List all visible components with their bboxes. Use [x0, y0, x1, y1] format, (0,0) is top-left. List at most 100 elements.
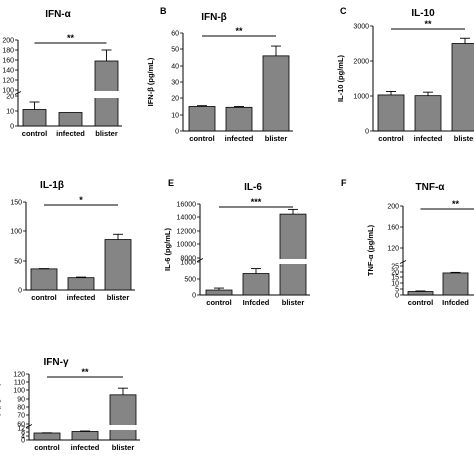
- axis-break-mark: [399, 260, 407, 264]
- bar: [279, 213, 307, 296]
- significance-label: **: [452, 199, 460, 209]
- y-tick-label: 0: [18, 288, 22, 295]
- chart-title: TNF-α: [416, 182, 446, 193]
- y-tick-label: 160: [2, 58, 14, 65]
- x-tick-label: blister: [282, 298, 305, 307]
- bar: [242, 273, 270, 296]
- x-tick-label: blister: [265, 134, 288, 143]
- y-tick-label: 120: [387, 246, 399, 253]
- significance-label: **: [235, 26, 243, 36]
- bar-break-band: [94, 91, 119, 98]
- panel-label: E: [168, 178, 174, 188]
- y-tick-label: 90: [17, 397, 25, 404]
- y-tick-label: 100: [13, 388, 25, 395]
- y-tick-label: 0: [192, 293, 196, 300]
- y-tick-label: 4: [21, 434, 25, 441]
- x-tick-label: blister: [95, 129, 118, 138]
- y-tick-label: 3000: [353, 24, 369, 31]
- chart-panel-3: C IL-10 IL-10 (pg/mL) 0 1000 2000 3000 control i…: [336, 6, 474, 143]
- x-tick-label: blister: [107, 293, 130, 302]
- axis-break-mark: [14, 91, 22, 95]
- x-tick-label: infected: [56, 129, 85, 138]
- y-tick-label: 20: [391, 270, 399, 277]
- y-axis-label: IFN-γ (pg/mL): [0, 382, 1, 431]
- bar: [377, 94, 405, 132]
- y-tick-label: 10: [171, 113, 179, 120]
- y-tick-label: 25: [391, 264, 399, 271]
- y-tick-label: 200: [2, 38, 14, 45]
- y-tick-label: 16000: [177, 202, 197, 209]
- y-tick-label: 30: [171, 80, 179, 87]
- x-tick-label: Infcded: [442, 298, 469, 307]
- y-tick-label: 1000: [180, 260, 196, 267]
- y-tick-label: 12000: [177, 229, 197, 236]
- y-tick-label: 40: [171, 64, 179, 71]
- x-tick-label: infected: [71, 443, 100, 452]
- panel-label: B: [160, 6, 167, 16]
- chart-title: IFN-α: [45, 9, 71, 20]
- bar: [22, 109, 47, 127]
- y-tick-label: 140: [2, 68, 14, 75]
- bar: [109, 394, 137, 441]
- y-tick-label: 10: [391, 281, 399, 288]
- significance-label: ***: [251, 197, 262, 207]
- y-tick-label: 100: [2, 88, 14, 95]
- y-tick-label: 100: [10, 229, 22, 236]
- bar: [104, 239, 132, 291]
- y-tick-label: 20: [6, 94, 14, 101]
- y-tick-label: 0: [365, 129, 369, 136]
- y-tick-label: 15: [391, 275, 399, 282]
- y-tick-label: 14000: [177, 215, 197, 222]
- x-tick-label: control: [206, 298, 231, 307]
- y-tick-label: 80: [17, 405, 25, 412]
- y-axis-label: IFN-β (pg/mL): [146, 57, 155, 106]
- chart-title: IL-6: [244, 182, 262, 193]
- y-tick-label: 60: [17, 422, 25, 429]
- y-tick-label: 0: [10, 124, 14, 131]
- x-tick-label: control: [408, 298, 433, 307]
- y-tick-label: 10: [6, 109, 14, 116]
- y-tick-label: 8000: [180, 256, 196, 263]
- bar: [30, 268, 58, 291]
- x-tick-label: infected: [67, 293, 96, 302]
- bar-break-band: [279, 259, 307, 264]
- bar: [71, 431, 99, 441]
- panel-label: F: [341, 178, 347, 188]
- x-tick-label: infected: [414, 134, 443, 143]
- y-tick-label: 10000: [177, 242, 197, 249]
- y-tick-label: 160: [387, 225, 399, 232]
- chart-panel-4: IL-1βIL-1β (pg/mL)050100150controlinfect…: [10, 180, 135, 302]
- significance-label: **: [67, 33, 75, 43]
- y-tick-label: 2000: [353, 59, 369, 66]
- chart-title: IFN-γ: [44, 357, 69, 368]
- significance-label: *: [79, 195, 83, 205]
- y-tick-label: 70: [17, 413, 25, 420]
- y-tick-label: 200: [387, 204, 399, 211]
- bar: [225, 106, 253, 132]
- y-tick-label: 50: [171, 47, 179, 54]
- y-tick-label: 0: [175, 129, 179, 136]
- bar-break-band: [109, 425, 137, 430]
- y-tick-label: 8: [21, 430, 25, 437]
- x-tick-label: blister: [454, 134, 474, 143]
- y-tick-label: 110: [14, 380, 25, 387]
- bar: [67, 277, 95, 291]
- y-tick-label: 120: [13, 372, 25, 379]
- y-axis-label: IL-10 (pg/mL): [336, 54, 345, 102]
- axis-break-mark: [196, 258, 204, 262]
- bar: [414, 95, 442, 132]
- bar: [407, 291, 434, 296]
- x-tick-label: control: [189, 134, 214, 143]
- y-tick-label: 60: [171, 31, 179, 38]
- y-tick-label: 1000: [353, 94, 369, 101]
- significance-label: **: [424, 19, 432, 29]
- bar: [451, 43, 474, 132]
- x-tick-label: control: [22, 129, 47, 138]
- y-axis-label: IL-6 (pg/mL): [163, 228, 172, 271]
- bar: [205, 289, 233, 296]
- x-tick-label: control: [378, 134, 403, 143]
